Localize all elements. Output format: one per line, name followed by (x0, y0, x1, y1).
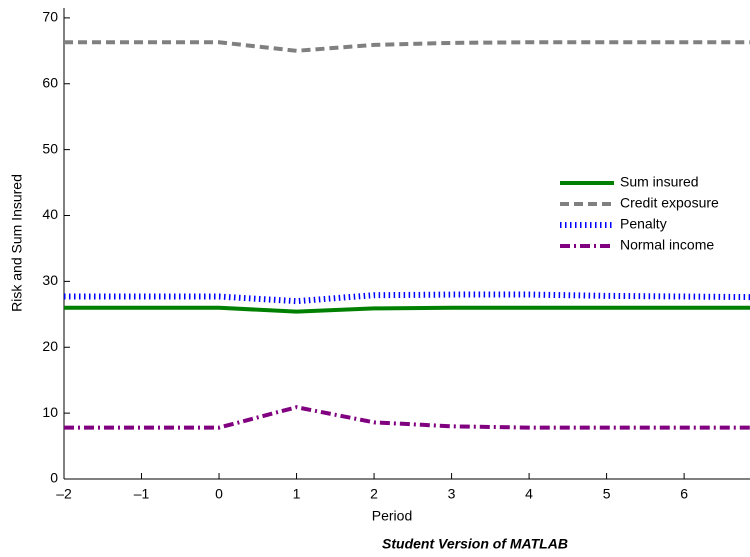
y-axis-label: Risk and Sum Insured (9, 174, 25, 312)
x-tick-label: 3 (448, 486, 456, 502)
x-tick-label: –2 (56, 486, 72, 502)
series-line (64, 40, 750, 53)
legend-label: Sum insured (620, 174, 699, 190)
y-tick-label: 50 (42, 140, 58, 156)
x-tick-label: 5 (603, 486, 611, 502)
legend-label: Normal income (620, 237, 714, 253)
x-axis-label: Period (372, 508, 412, 524)
y-tick-label: 70 (42, 9, 58, 25)
series-line (64, 405, 750, 430)
plot-area (64, 40, 750, 430)
watermark: Student Version of MATLAB (382, 536, 568, 552)
series-line (64, 291, 750, 305)
x-tick-label: 0 (215, 486, 223, 502)
x-tick-label: 6 (680, 486, 688, 502)
x-tick-label: –1 (134, 486, 150, 502)
y-tick-label: 20 (42, 338, 58, 354)
x-tick-label: 2 (370, 486, 378, 502)
y-tick-label: 10 (42, 404, 58, 420)
y-tick-label: 40 (42, 206, 58, 222)
y-tick-label: 30 (42, 272, 58, 288)
y-tick-label: 60 (42, 74, 58, 90)
series-line (64, 305, 750, 314)
x-tick-label: 4 (525, 486, 533, 502)
y-tick-label: 0 (50, 470, 58, 486)
x-tick-label: 1 (293, 486, 301, 502)
legend-label: Credit exposure (620, 195, 719, 211)
legend-label: Penalty (620, 216, 667, 232)
